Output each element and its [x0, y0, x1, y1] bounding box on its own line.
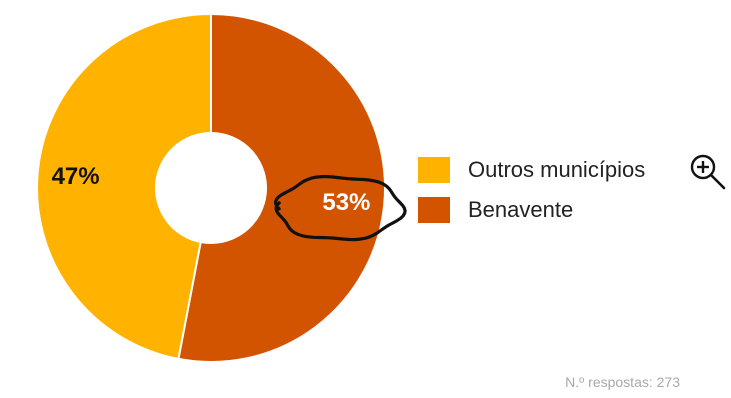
- legend-item-outros: Outros municípios: [418, 150, 645, 190]
- donut-slice-0: [177, 12, 386, 363]
- slice-label-0: 53%: [322, 189, 370, 216]
- hand-drawn-annotation: [274, 175, 407, 242]
- legend: Outros municípios Benavente: [418, 150, 645, 230]
- legend-label-outros: Outros municípios: [468, 157, 646, 182]
- legend-swatch-benavente: [418, 197, 450, 223]
- slice-label-1: 47%: [52, 163, 100, 190]
- responses-count: N.º respostas: 273: [565, 374, 680, 390]
- legend-label-benavente: Benavente: [468, 197, 574, 222]
- donut-slice-1: [36, 12, 212, 361]
- legend-swatch-outros: [418, 157, 450, 183]
- donut-slices: [36, 12, 386, 363]
- zoom-in-icon[interactable]: [688, 152, 728, 192]
- slice-labels: 53% 47%: [52, 163, 371, 216]
- legend-item-benavente: Benavente: [418, 190, 645, 230]
- annotation-circle: [274, 175, 407, 242]
